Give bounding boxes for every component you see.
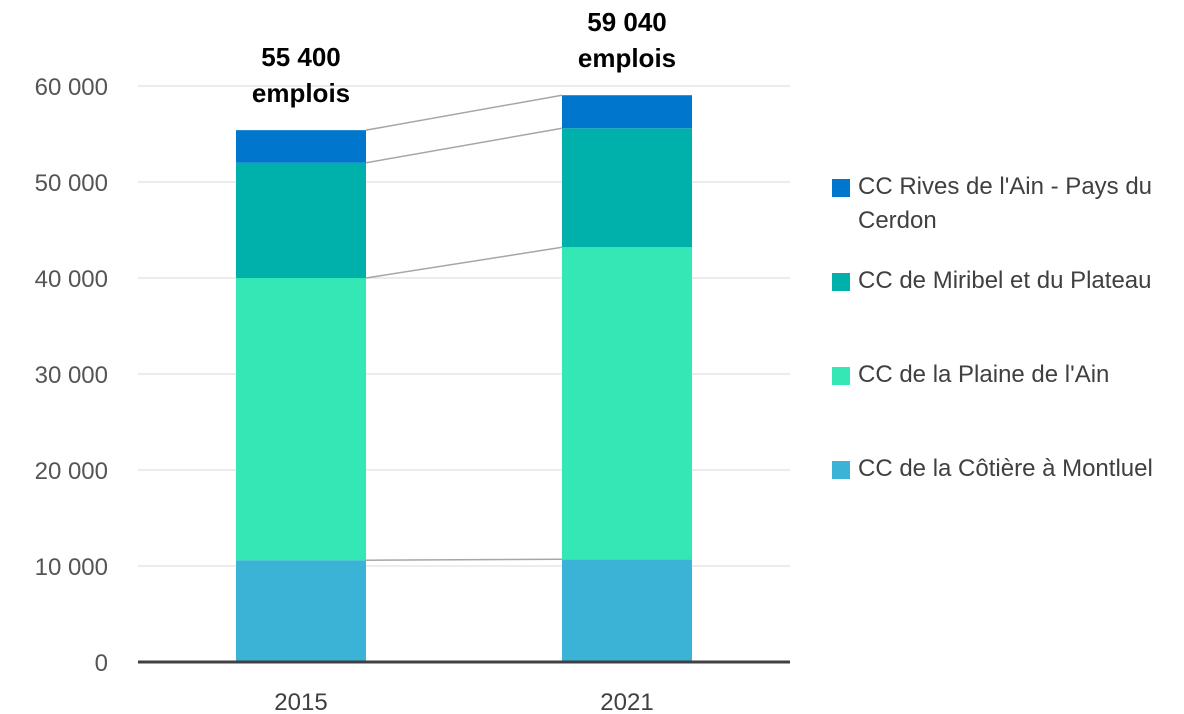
legend-item: CC de Miribel et du Plateau	[830, 264, 1175, 358]
bar-segment	[562, 128, 692, 248]
series-line	[365, 558, 563, 561]
x-tick-label: 2015	[274, 689, 327, 714]
series-line	[365, 127, 563, 164]
y-tick-label: 10 000	[35, 554, 108, 581]
legend-swatch	[832, 273, 850, 291]
legend-label: CC Rives de l'Ain - Pays du Cerdon	[858, 173, 1153, 234]
bar-segment	[236, 278, 366, 561]
x-tick-label: 2021	[600, 689, 653, 714]
legend-label: CC de la Côtière à Montluel	[858, 455, 1153, 482]
series-line	[365, 246, 563, 279]
total-label: emplois	[252, 78, 350, 108]
legend-swatch	[832, 461, 850, 479]
legend-swatch	[832, 179, 850, 197]
bar-segment	[562, 559, 692, 662]
total-label: emplois	[578, 43, 676, 73]
series-line	[365, 94, 563, 131]
bar-segment	[236, 162, 366, 278]
legend-label: CC de la Plaine de l'Ain	[858, 361, 1110, 388]
y-tick-label: 20 000	[35, 458, 108, 485]
bar-segment	[236, 560, 366, 662]
y-tick-label: 60 000	[35, 74, 108, 101]
y-tick-label: 40 000	[35, 266, 108, 293]
y-tick-label: 50 000	[35, 170, 108, 197]
legend-item: CC Rives de l'Ain - Pays du Cerdon	[830, 170, 1175, 264]
legend: CC Rives de l'Ain - Pays du Cerdon CC de …	[830, 170, 1175, 546]
bar-segment	[562, 247, 692, 560]
total-label: 55 400	[261, 42, 341, 72]
legend-label: CC de Miribel et du Plateau	[858, 267, 1152, 294]
legend-item: CC de la Côtière à Montluel	[830, 452, 1175, 546]
legend-item: CC de la Plaine de l'Ain	[830, 358, 1175, 452]
total-label: 59 040	[587, 7, 667, 37]
bar-segment	[562, 95, 692, 129]
bar-segment	[236, 130, 366, 163]
y-tick-label: 0	[95, 650, 108, 677]
y-tick-label: 30 000	[35, 362, 108, 389]
legend-swatch	[832, 367, 850, 385]
